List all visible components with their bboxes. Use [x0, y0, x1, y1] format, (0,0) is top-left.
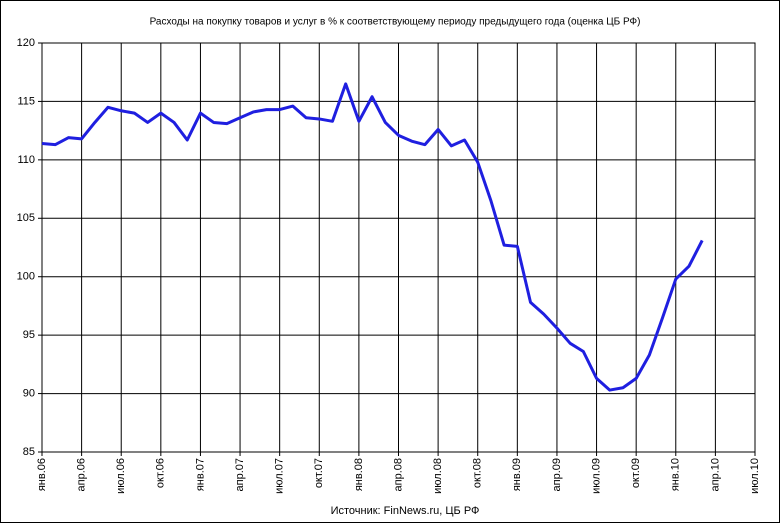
y-tick-label: 110 — [17, 154, 35, 166]
caption: Источник: FinNews.ru, ЦБ РФ — [331, 505, 480, 517]
x-tick-label: окт.09 — [630, 458, 642, 488]
x-tick-label: апр.07 — [234, 458, 246, 491]
y-tick-label: 115 — [17, 95, 35, 107]
x-tick-label: янв.09 — [511, 458, 523, 491]
chart-title: Расходы на покупку товаров и услуг в % к… — [150, 17, 641, 28]
x-tick-label: июл.07 — [274, 458, 286, 494]
y-tick-label: 105 — [17, 212, 35, 224]
x-tick-label: янв.06 — [36, 458, 48, 491]
x-tick-label: июл.09 — [590, 458, 602, 494]
data-line — [41, 82, 704, 392]
y-tick-label: 90 — [23, 387, 35, 399]
x-tick-label: июл.08 — [432, 458, 444, 494]
x-tick-label: апр.09 — [551, 458, 563, 491]
x-tick-label: июл.06 — [115, 458, 127, 494]
x-tick-label: янв.08 — [353, 458, 365, 491]
y-tick-label: 95 — [23, 329, 35, 341]
x-tick-label: окт.08 — [472, 458, 484, 488]
x-tick-label: апр.08 — [392, 458, 404, 491]
y-tick-label: 100 — [17, 271, 35, 283]
y-tick-label: 85 — [23, 446, 35, 458]
y-tick-label: 120 — [17, 37, 35, 49]
x-tick-label: янв.10 — [670, 458, 682, 491]
x-tick-label: окт.06 — [155, 458, 167, 488]
x-tick-label: апр.06 — [76, 458, 88, 491]
x-tick-label: янв.07 — [194, 458, 206, 491]
x-tick-label: апр.10 — [709, 458, 721, 491]
x-tick-label: июл.10 — [749, 458, 761, 494]
x-tick-label: окт.07 — [313, 458, 325, 488]
